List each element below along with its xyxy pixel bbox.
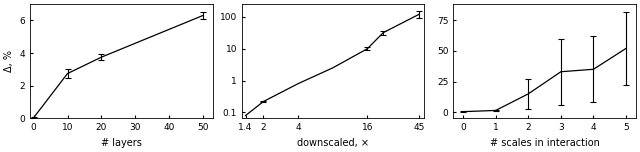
X-axis label: downscaled, ×: downscaled, × — [297, 138, 369, 148]
X-axis label: # layers: # layers — [101, 138, 142, 148]
Y-axis label: Δ, %: Δ, % — [4, 50, 14, 72]
X-axis label: # scales in interaction: # scales in interaction — [490, 138, 600, 148]
